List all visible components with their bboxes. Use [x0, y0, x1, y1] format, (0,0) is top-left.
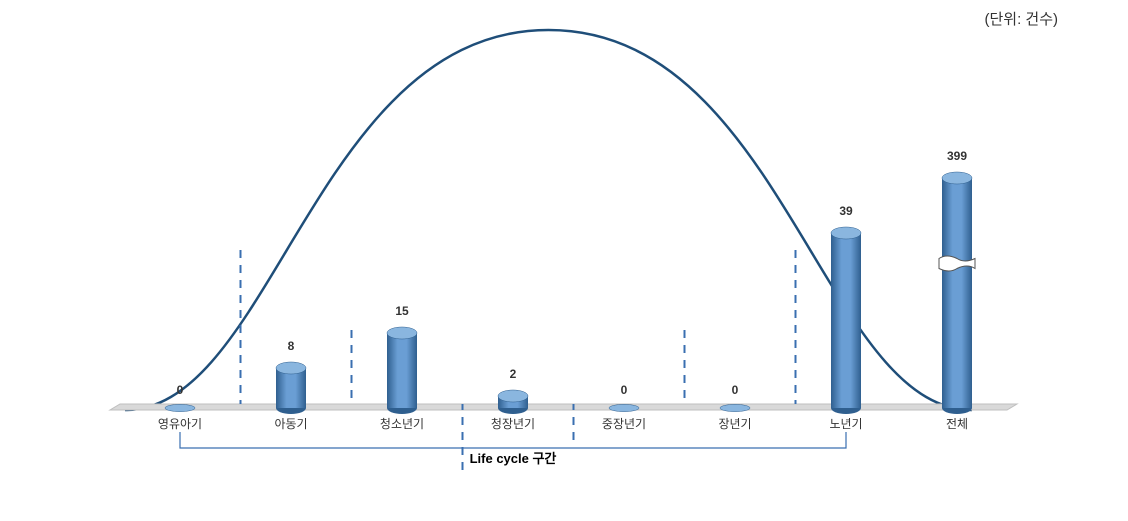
- chart-svg: 0 영유아기 8 아동기 15 청소년기 2 청장년기 0 중장년기 0 장년기 39 노년기 399 전체 L…: [0, 0, 1128, 521]
- bar-value-label: 8: [288, 339, 295, 353]
- bar-category-label: 장년기: [718, 417, 751, 431]
- bar-category-label: 청장년기: [491, 417, 535, 431]
- lifecycle-bracket: [180, 432, 846, 448]
- bar-7: 399 전체: [939, 149, 975, 431]
- chart-container: (단위: 건수) 0 영유아기 8 아동기 15 청소년기 2 청장년기 0 중장년기 0 장년기 39…: [0, 0, 1128, 521]
- bar-1: 8 아동기: [274, 339, 307, 431]
- bar-5: 0 장년기: [718, 383, 751, 431]
- bar-value-label: 2: [510, 367, 517, 381]
- bar-value-label: 39: [839, 204, 853, 218]
- chart-floor: [110, 404, 1017, 410]
- bar-category-label: 아동기: [274, 417, 307, 431]
- bar-category-label: 전체: [946, 417, 968, 431]
- bar-value-label: 0: [732, 383, 739, 397]
- bar-category-label: 청소년기: [380, 417, 424, 431]
- bar-3: 2 청장년기: [491, 367, 535, 431]
- bar-value-label: 399: [947, 149, 967, 163]
- bar-category-label: 노년기: [829, 417, 862, 431]
- bar-value-label: 15: [395, 304, 409, 318]
- axis-title: Life cycle 구간: [470, 451, 557, 466]
- unit-label: (단위: 건수): [984, 8, 1058, 29]
- bar-value-label: 0: [621, 383, 628, 397]
- bar-value-label: 0: [177, 383, 184, 397]
- bar-2: 15 청소년기: [380, 304, 424, 431]
- bar-category-label: 영유아기: [158, 417, 202, 431]
- bar-6: 39 노년기: [829, 204, 862, 431]
- bar-category-label: 중장년기: [602, 417, 646, 431]
